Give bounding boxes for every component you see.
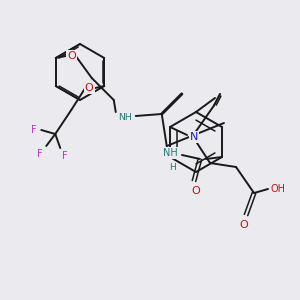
Text: F: F [38,149,43,159]
Text: O: O [192,186,200,196]
Text: O: O [240,220,248,230]
Text: NH: NH [163,148,177,158]
Text: O: O [68,51,76,61]
Text: O: O [85,83,94,93]
Text: F: F [62,151,68,161]
Text: F: F [32,125,37,135]
Text: H: H [169,163,176,172]
Text: OH: OH [271,184,286,194]
Text: NH: NH [118,113,132,122]
Text: N: N [190,132,198,142]
